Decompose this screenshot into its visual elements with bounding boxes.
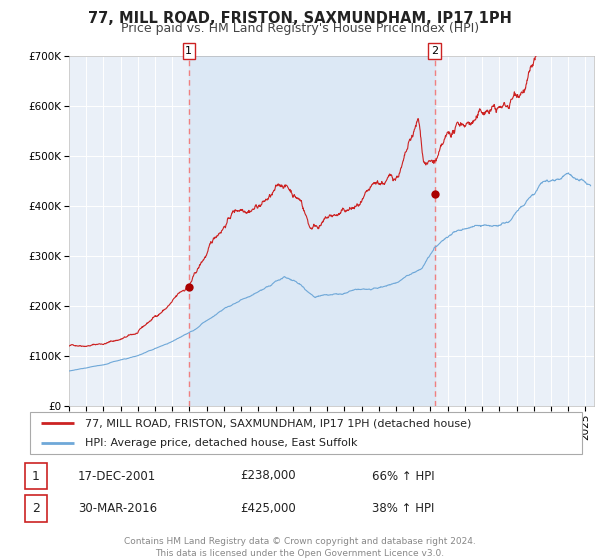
Text: 1: 1	[32, 469, 40, 483]
Text: 77, MILL ROAD, FRISTON, SAXMUNDHAM, IP17 1PH (detached house): 77, MILL ROAD, FRISTON, SAXMUNDHAM, IP17…	[85, 418, 472, 428]
Text: 30-MAR-2016: 30-MAR-2016	[78, 502, 157, 515]
Text: 17-DEC-2001: 17-DEC-2001	[78, 469, 156, 483]
Text: 2: 2	[32, 502, 40, 515]
Text: 2: 2	[431, 46, 438, 56]
Text: 66% ↑ HPI: 66% ↑ HPI	[372, 469, 434, 483]
Text: £238,000: £238,000	[240, 469, 296, 483]
Bar	[189, 56, 434, 406]
Text: HPI: Average price, detached house, East Suffolk: HPI: Average price, detached house, East…	[85, 438, 358, 448]
Text: Price paid vs. HM Land Registry's House Price Index (HPI): Price paid vs. HM Land Registry's House …	[121, 22, 479, 35]
Text: 38% ↑ HPI: 38% ↑ HPI	[372, 502, 434, 515]
Text: 77, MILL ROAD, FRISTON, SAXMUNDHAM, IP17 1PH: 77, MILL ROAD, FRISTON, SAXMUNDHAM, IP17…	[88, 11, 512, 26]
Text: £425,000: £425,000	[240, 502, 296, 515]
Bar	[25, 495, 47, 522]
Text: Contains HM Land Registry data © Crown copyright and database right 2024.
This d: Contains HM Land Registry data © Crown c…	[124, 537, 476, 558]
Bar	[25, 463, 47, 489]
Text: 1: 1	[185, 46, 193, 56]
